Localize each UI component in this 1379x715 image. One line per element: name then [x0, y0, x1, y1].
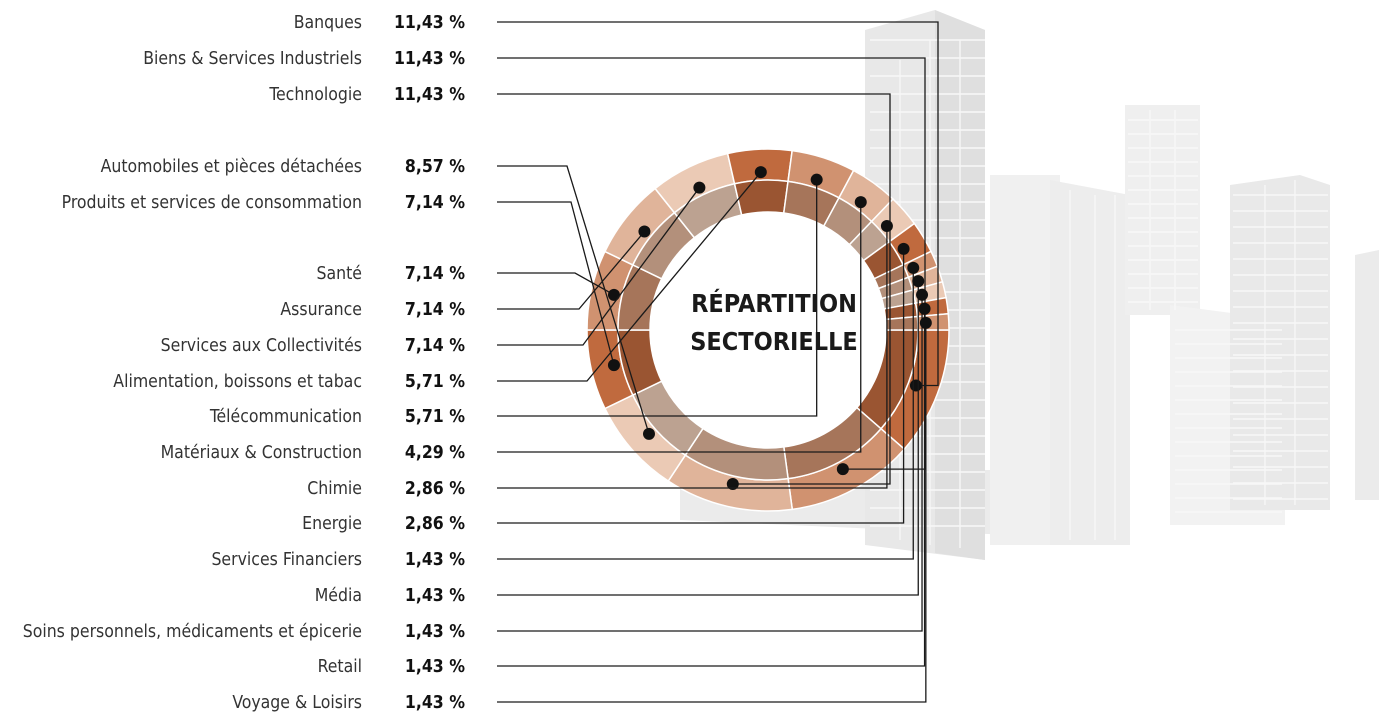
legend-value: 7,14 %	[405, 193, 465, 213]
legend-label: Matériaux & Construction	[161, 443, 362, 463]
legend-row-biens-services-industriels: Biens & Services Industriels 11,43 %	[143, 49, 465, 69]
legend-value: 1,43 %	[405, 550, 465, 570]
leader-dot	[880, 219, 893, 232]
legend-label: Biens & Services Industriels	[143, 49, 362, 69]
legend-row-services-financiers: Services Financiers 1,43 %	[211, 550, 465, 570]
leader-automobiles-et-pieces-detachees	[497, 165, 655, 440]
legend-value: 1,43 %	[405, 622, 465, 642]
leader-dot	[754, 166, 767, 179]
legend-row-media: Média 1,43 %	[315, 586, 466, 606]
leader-sante	[497, 272, 620, 301]
leader-dot	[810, 173, 823, 186]
leader-soins-personnels-medicaments-et-epicerie	[497, 288, 929, 632]
leader-dot	[918, 302, 931, 315]
leader-dot	[909, 379, 922, 392]
legend-label: Services aux Collectivités	[161, 336, 362, 356]
legend-row-voyage-loisirs: Voyage & Loisirs 1,43 %	[232, 693, 465, 713]
legend-value: 11,43 %	[394, 49, 465, 69]
leader-produits-et-services-de-consommation	[497, 201, 620, 372]
leader-dot	[907, 261, 920, 274]
chart-title-line-1: RÉPARTITION	[691, 289, 857, 318]
leader-dot	[854, 196, 867, 209]
leader-materiaux-construction	[497, 196, 867, 453]
legend-label: Télécommunication	[209, 407, 362, 427]
leader-dot	[897, 242, 910, 255]
leader-dot	[916, 288, 929, 301]
legend-value: 11,43 %	[394, 13, 465, 33]
legend-value: 7,14 %	[405, 300, 465, 320]
legend-row-sante: Santé 7,14 %	[317, 264, 466, 284]
leader-telecommunication	[497, 173, 823, 417]
legend-value: 7,14 %	[405, 336, 465, 356]
leader-dot	[642, 427, 655, 440]
legend-label: Voyage & Loisirs	[232, 693, 362, 713]
leader-dot	[919, 316, 932, 329]
legend-value: 5,71 %	[405, 407, 465, 427]
legend-row-energie: Energie 2,86 %	[302, 514, 465, 534]
leader-alimentation-boissons-et-tabac	[497, 166, 767, 382]
leader-assurance	[497, 225, 651, 310]
legend-value: 4,29 %	[405, 443, 465, 463]
leader-voyage-loisirs	[497, 316, 932, 703]
background-buildings-illustration	[680, 10, 1379, 560]
legend-value: 7,14 %	[405, 264, 465, 284]
legend-label: Santé	[317, 264, 363, 284]
legend-row-materiaux-construction: Matériaux & Construction 4,29 %	[161, 443, 466, 463]
legend-row-chimie: Chimie 2,86 %	[307, 479, 465, 499]
leader-retail	[497, 302, 931, 667]
leader-dot	[607, 288, 620, 301]
leader-services-aux-collectivites	[497, 181, 706, 346]
leader-dot	[726, 478, 739, 491]
legend-row-retail: Retail 1,43 %	[318, 657, 466, 677]
legend-label: Alimentation, boissons et tabac	[113, 372, 362, 392]
legend-row-banques: Banques 11,43 %	[294, 13, 466, 33]
leader-dot	[638, 225, 651, 238]
legend-label: Média	[315, 586, 362, 606]
leader-biens-services-industriels	[497, 57, 926, 476]
legend-row-alimentation-boissons-et-tabac: Alimentation, boissons et tabac 5,71 %	[113, 372, 465, 392]
legend-row-technologie: Technologie 11,43 %	[268, 85, 465, 105]
leader-dot	[912, 275, 925, 288]
leader-dot	[836, 463, 849, 476]
legend: Banques 11,43 %Biens & Services Industrie…	[23, 13, 466, 713]
legend-label: Assurance	[280, 300, 362, 320]
legend-value: 5,71 %	[405, 372, 465, 392]
leader-services-financiers	[497, 261, 920, 560]
legend-label: Produits et services de consommation	[62, 193, 362, 213]
legend-value: 8,57 %	[405, 157, 465, 177]
legend-row-services-aux-collectivites: Services aux Collectivités 7,14 %	[161, 336, 466, 356]
legend-label: Soins personnels, médicaments et épiceri…	[23, 622, 362, 642]
legend-value: 2,86 %	[405, 479, 465, 499]
legend-label: Energie	[302, 514, 362, 534]
leader-media	[497, 275, 925, 596]
legend-label: Services Financiers	[211, 550, 362, 570]
leader-lines	[497, 21, 939, 703]
donut-center: RÉPARTITION SECTORIELLE	[650, 212, 886, 448]
leader-technologie	[497, 93, 891, 491]
legend-value: 2,86 %	[405, 514, 465, 534]
legend-value: 1,43 %	[405, 586, 465, 606]
legend-row-produits-et-services-de-consommation: Produits et services de consommation 7,14…	[62, 193, 466, 213]
leader-dot	[693, 181, 706, 194]
legend-value: 11,43 %	[394, 85, 465, 105]
legend-row-telecommunication: Télécommunication 5,71 %	[209, 407, 465, 427]
legend-label: Banques	[294, 13, 362, 33]
legend-row-automobiles-et-pieces-detachees: Automobiles et pièces détachées 8,57 %	[101, 157, 466, 177]
leader-chimie	[497, 219, 893, 489]
legend-label: Automobiles et pièces détachées	[101, 157, 362, 177]
chart-title-line-2: SECTORIELLE	[690, 327, 858, 356]
legend-label: Technologie	[268, 85, 362, 105]
legend-value: 1,43 %	[405, 657, 465, 677]
leader-dot	[607, 359, 620, 372]
leader-energie	[497, 242, 910, 524]
legend-value: 1,43 %	[405, 693, 465, 713]
legend-label: Retail	[318, 657, 362, 677]
legend-row-soins-personnels-medicaments-et-epicerie: Soins personnels, médicaments et épiceri…	[23, 622, 466, 642]
legend-row-assurance: Assurance 7,14 %	[280, 300, 465, 320]
legend-label: Chimie	[307, 479, 362, 499]
